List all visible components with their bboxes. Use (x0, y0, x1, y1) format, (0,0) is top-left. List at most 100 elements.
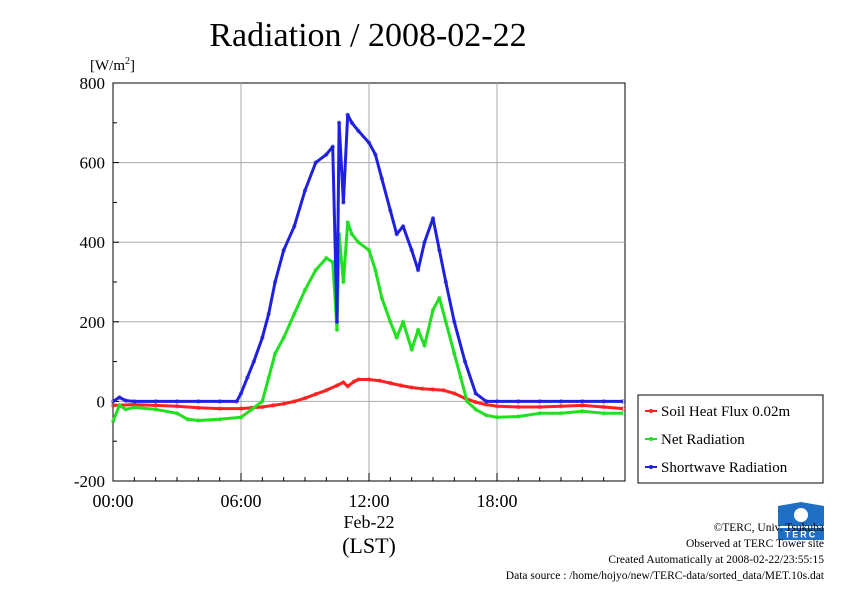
y-tick-label: 600 (80, 154, 106, 173)
series-point (620, 399, 626, 404)
series-point (601, 404, 606, 410)
legend-box (637, 394, 824, 484)
series-point (620, 406, 626, 411)
logo-text: TERC (785, 530, 818, 540)
series-line-1 (112, 378, 624, 411)
series-point (345, 112, 350, 117)
x-tick-label: 18:00 (476, 491, 517, 511)
series-point (249, 407, 254, 412)
series-point (516, 414, 521, 419)
series-point (620, 411, 626, 416)
legend-marker (649, 465, 653, 469)
series-point (409, 347, 414, 352)
series-point (281, 247, 286, 253)
series-point (217, 417, 222, 422)
series-point (349, 231, 355, 237)
x-tick-label: 12:00 (348, 491, 389, 511)
series-point (153, 399, 158, 404)
series-point (260, 335, 265, 340)
x-tick-label: 06:00 (220, 491, 261, 511)
legend-label: Shortwave Radiation (661, 460, 788, 476)
series-point (516, 399, 521, 404)
series-point (422, 239, 427, 245)
y-tick-label: 200 (80, 313, 106, 332)
series-point (400, 319, 406, 324)
series-point (464, 399, 470, 404)
series-point (260, 399, 265, 404)
series-point (281, 335, 286, 340)
series-point (373, 152, 378, 157)
series-point (420, 386, 425, 391)
series-point (281, 401, 286, 406)
y-unit-main: [W/m (90, 58, 125, 74)
series-point (123, 398, 128, 403)
series-point (430, 307, 436, 313)
terc-logo-graphic: TERC (778, 502, 824, 540)
series-point (174, 399, 180, 404)
series-point (537, 399, 542, 404)
legend-label: Soil Heat Flux 0.02m (661, 404, 791, 420)
copyright-text: ©TERC, Univ. Tsukuba (713, 522, 824, 534)
logo-globe (794, 508, 808, 522)
series-point (341, 380, 346, 385)
series-point (324, 388, 329, 393)
series-point (437, 247, 442, 253)
series-point (379, 295, 384, 301)
series-point (132, 405, 137, 410)
series-point (270, 403, 276, 408)
series-point (351, 379, 357, 384)
series-point (388, 380, 393, 386)
series-point (409, 247, 414, 253)
series-point (441, 388, 446, 393)
series-point (580, 403, 585, 408)
series-point (473, 391, 478, 396)
series-point (537, 404, 542, 410)
chart-title: Radiation / 2008-02-22 (209, 17, 526, 54)
series-point (272, 279, 278, 285)
series-point (494, 404, 500, 409)
series-point (123, 407, 128, 412)
series-point (356, 377, 361, 382)
series-point (117, 403, 122, 408)
series-point (266, 311, 271, 316)
series-point (330, 144, 335, 149)
series-point (473, 400, 478, 405)
series-point (484, 413, 489, 418)
series-point (234, 399, 239, 404)
series-point (537, 411, 542, 416)
series-point (484, 399, 489, 404)
series-point (388, 319, 393, 324)
series-point (217, 399, 222, 404)
series-point (132, 399, 137, 404)
series-point (110, 399, 116, 404)
series-point (398, 383, 404, 388)
series-layer (110, 112, 626, 424)
y-tick-label: 400 (80, 233, 106, 252)
series-point (443, 279, 448, 285)
created-text: Created Automatically at 2008-02-22/23:5… (608, 554, 824, 566)
series-point (238, 391, 244, 396)
terc-logo: TERC (778, 502, 824, 540)
legend-marker (649, 437, 653, 441)
series-point (324, 152, 329, 157)
y-unit-sup: 2 (125, 56, 130, 67)
logo-base (778, 528, 824, 540)
series-point (415, 267, 421, 273)
series-point (349, 120, 355, 125)
series-point (341, 279, 346, 285)
series-point (379, 176, 384, 181)
source-text: Data source : /home/hojyo/new/TERC-data/… (505, 570, 824, 582)
series-point (356, 239, 361, 245)
y-tick-label: 800 (80, 74, 106, 93)
series-point (580, 399, 585, 404)
legend-marker (649, 409, 653, 413)
series-point (443, 319, 448, 324)
series-point (110, 419, 116, 424)
series-point (409, 385, 414, 390)
series-point (110, 403, 116, 408)
series-point (558, 411, 564, 416)
series-point (272, 351, 278, 356)
series-point (377, 378, 382, 383)
series-point (458, 375, 463, 380)
